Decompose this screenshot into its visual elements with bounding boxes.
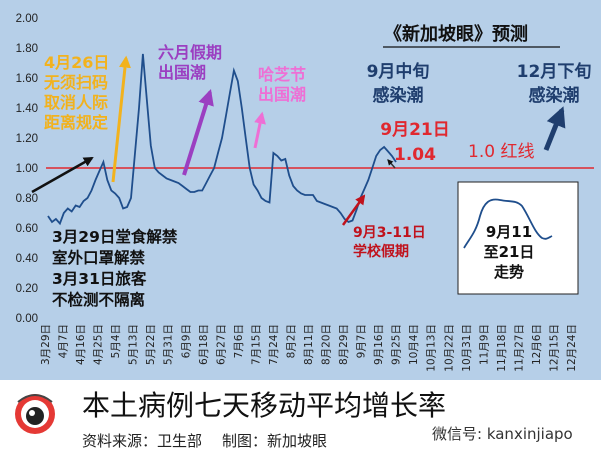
annotation-mid-sept: 感染潮 <box>373 85 424 106</box>
x-tick-label: 3月29日 <box>40 324 52 365</box>
y-tick-label: 0.80 <box>16 193 38 205</box>
x-tick-label: 9月25日 <box>391 324 403 365</box>
annotation-apr26: 取消人际 <box>44 93 108 112</box>
y-tick-label: 2.00 <box>16 13 38 25</box>
y-tick-label: 1.20 <box>16 133 38 145</box>
x-tick-label: 12月15日 <box>548 324 560 372</box>
annotation-june: 出国潮 <box>158 63 206 82</box>
annotation-late-dec: 12月下旬 <box>517 61 592 82</box>
x-tick-label: 10月31日 <box>461 324 473 372</box>
footer-title: 本土病例七天移动平均增长率 <box>82 389 447 422</box>
wechat-id: 微信号: kanxinjiapo <box>432 425 573 443</box>
inset-box <box>457 181 579 295</box>
x-tick-label: 8月2日 <box>285 324 297 358</box>
x-tick-label: 11月18日 <box>496 324 508 372</box>
y-tick-label: 1.60 <box>16 73 38 85</box>
annotation-sept-holiday: 9月3-11日 <box>353 225 426 241</box>
y-tick-label: 0.00 <box>16 313 38 325</box>
chart: 0.00 0.20 0.40 0.60 0.80 1.00 1.20 1.40 1.60 1.80… <box>16 13 594 372</box>
y-tick-label: 1.00 <box>16 163 38 175</box>
annotation-mar29: 不检测不隔离 <box>52 290 145 309</box>
x-tick-label: 5月31日 <box>163 324 175 365</box>
y-tick-label: 0.40 <box>16 253 38 265</box>
annotation-sep21: 9月21日 <box>380 120 450 140</box>
annotation-apr26: 4月26日 <box>44 53 109 72</box>
x-tick-label: 7月24日 <box>268 324 280 365</box>
inset-text: 至21日 <box>484 243 535 261</box>
x-tick-label: 5月4日 <box>110 324 122 358</box>
y-tick-label: 1.40 <box>16 103 38 115</box>
annotation-apr26: 距离规定 <box>44 113 108 132</box>
x-tick-label: 8月20日 <box>321 324 333 365</box>
x-tick-label: 8月11日 <box>303 324 315 365</box>
annotation-mar29: 3月29日堂食解禁 <box>52 227 178 246</box>
x-tick-label: 11月27日 <box>513 324 525 372</box>
annotation-hazi: 哈芝节 <box>258 65 306 84</box>
x-tick-label: 10月13日 <box>426 324 438 372</box>
x-tick-label: 7月6日 <box>233 324 245 358</box>
arrow-june <box>182 88 214 176</box>
arrow-sep21 <box>387 159 396 169</box>
annotation-mar29: 室外口罩解禁 <box>52 248 146 267</box>
x-tick-label: 10月4日 <box>408 324 420 365</box>
arrow-apr26 <box>111 55 131 183</box>
footer-credit: 制图：新加坡眼 <box>222 432 328 450</box>
eye-logo-icon <box>10 384 60 440</box>
series-line <box>47 53 397 226</box>
y-tick-label: 1.80 <box>16 43 38 55</box>
x-tick-label: 6月27日 <box>215 324 227 365</box>
annotation-mid-sept: 9月中旬 <box>367 61 430 82</box>
annotation-sept-holiday: 学校假期 <box>353 243 409 260</box>
annotation-june: 六月假期 <box>158 43 222 62</box>
footer-source: 资料来源：卫生部 <box>82 432 203 450</box>
x-tick-label: 8月29日 <box>338 324 350 365</box>
annotation-late-dec: 感染潮 <box>529 85 580 106</box>
annotation-hazi: 出国潮 <box>258 85 306 104</box>
x-tick-label: 9月16日 <box>373 324 385 365</box>
x-tick-label: 5月13日 <box>128 324 140 365</box>
inset-line <box>463 198 553 249</box>
x-tick-label: 7月15日 <box>250 324 262 365</box>
forecast-title: 《新加坡眼》预测 <box>384 23 528 45</box>
inset-text: 9月11 <box>486 223 532 241</box>
annotation-mar29: 3月31日旅客 <box>52 269 147 288</box>
x-tick-label: 12月24日 <box>566 324 578 372</box>
footer-panel <box>0 380 601 457</box>
x-tick-label: 4月25日 <box>93 324 105 365</box>
y-tick-label: 0.20 <box>16 283 38 295</box>
x-tick-label: 4月7日 <box>58 324 70 358</box>
x-tick-label: 10月22日 <box>443 324 455 372</box>
x-tick-label: 5月22日 <box>145 324 157 365</box>
arrow-late-dec <box>543 106 566 151</box>
annotation-sep21: 1.04 <box>394 145 436 165</box>
reference-line-label: 1.0 红线 <box>468 142 534 162</box>
x-tick-label: 9月7日 <box>356 324 368 358</box>
x-tick-label: 12月6日 <box>531 324 543 365</box>
x-tick-label: 6月18日 <box>198 324 210 365</box>
arrow-sept-holiday <box>341 194 366 226</box>
arrow-hazi <box>253 111 266 149</box>
x-tick-label: 11月9日 <box>478 324 490 365</box>
x-tick-label: 6月9日 <box>180 324 192 358</box>
x-tick-label: 4月16日 <box>75 324 87 365</box>
y-tick-label: 0.60 <box>16 223 38 235</box>
annotation-apr26: 无须扫码 <box>43 73 108 92</box>
inset-text: 走势 <box>494 263 524 281</box>
arrow-mar29 <box>31 156 94 194</box>
